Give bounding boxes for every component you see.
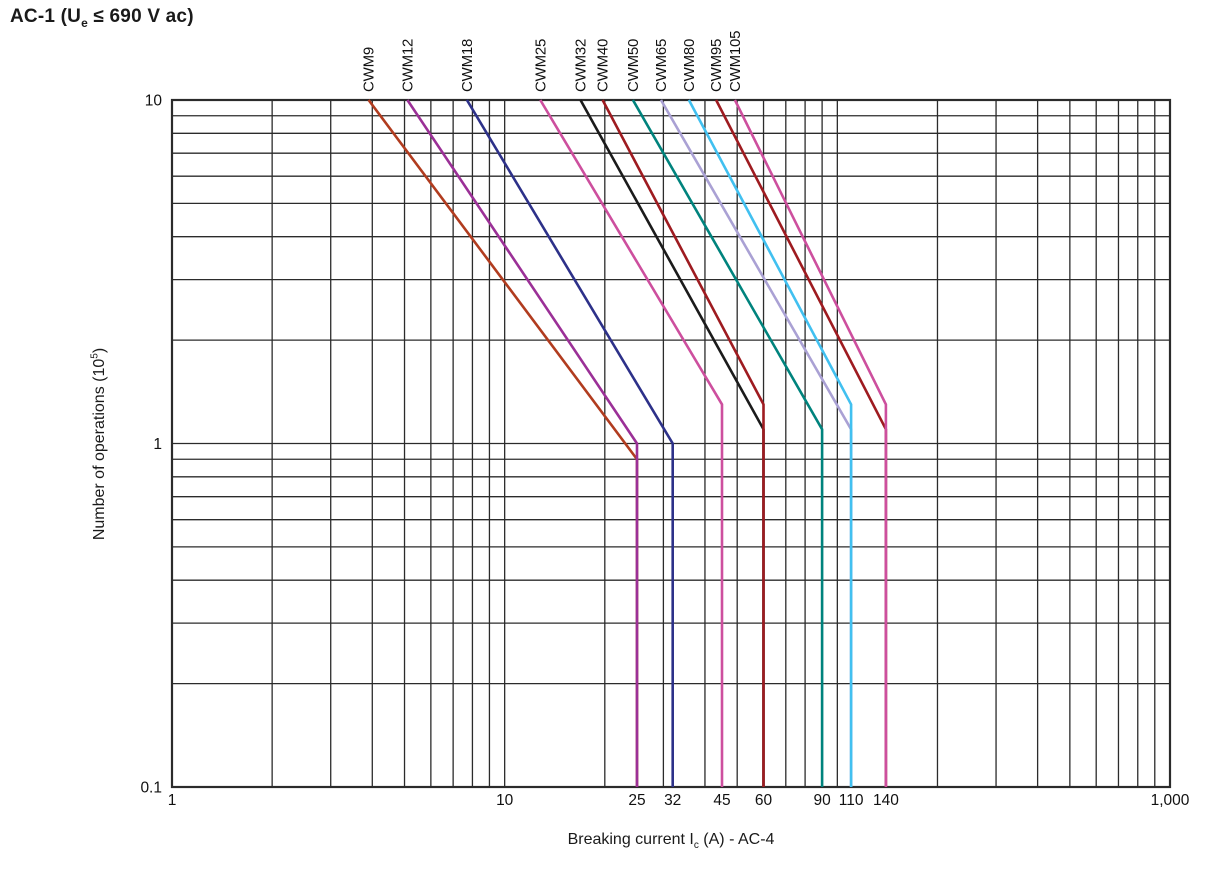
series-curve-CWM105: [733, 99, 888, 787]
chart-title: AC-1 (Ue ≤ 690 V ac): [10, 6, 194, 30]
x-tick-1: 1: [168, 792, 177, 809]
y-tick-0.1: 0.1: [140, 780, 162, 797]
series-curve-CWM12: [406, 99, 639, 787]
y-axis-title: Number of operations (105): [89, 347, 109, 541]
x-axis-title-prefix: Breaking current I: [567, 831, 694, 848]
y-tick-10: 10: [145, 93, 163, 110]
x-tick-25: 25: [628, 792, 645, 809]
series-label-CWM25: CWM25: [532, 39, 549, 92]
series-curve-CWM50: [631, 99, 824, 787]
y-axis-title-prefix: Number of operations (10: [91, 358, 108, 541]
x-tick-60: 60: [755, 792, 773, 809]
y-axis-title-exponent: 5: [89, 353, 101, 359]
series-curve-CWM80: [687, 99, 853, 787]
x-axis-title: Breaking current Ic (A) - AC-4: [172, 831, 1170, 852]
series-curve-CWM40: [601, 99, 765, 787]
y-axis-title-suffix: ): [91, 347, 108, 354]
series-label-CWM9: CWM9: [361, 47, 378, 92]
series-label-CWM18: CWM18: [459, 39, 476, 92]
x-tick-32: 32: [664, 792, 681, 809]
series-label-CWM50: CWM50: [625, 39, 642, 92]
chart-title-suffix: ≤ 690 V ac): [87, 6, 194, 27]
series-curve-CWM25: [539, 99, 724, 787]
x-axis-title-suffix: (A) - AC-4: [698, 831, 775, 848]
plot-grid: [172, 100, 1170, 787]
series-curve-CWM18: [465, 99, 675, 787]
x-tick-110: 110: [839, 792, 864, 809]
x-axis-title-subscript: c: [693, 840, 699, 852]
x-tick-45: 45: [713, 792, 730, 809]
series-label-CWM32: CWM32: [573, 39, 590, 92]
series-label-CWM65: CWM65: [653, 39, 670, 92]
x-tick-90: 90: [813, 792, 831, 809]
y-tick-1: 1: [153, 436, 162, 453]
x-tick-1000: 1,000: [1151, 792, 1190, 809]
x-tick-10: 10: [496, 792, 514, 809]
plot-frame: [170, 98, 1172, 789]
series-label-CWM80: CWM80: [681, 39, 698, 92]
chart-title-prefix: AC-1 (U: [10, 6, 82, 27]
series-label-CWM12: CWM12: [399, 39, 416, 92]
x-tick-140: 140: [873, 792, 899, 809]
series-label-CWM40: CWM40: [595, 39, 612, 92]
chart-title-subscript: e: [81, 15, 88, 30]
series-label-CWM105: CWM105: [727, 31, 744, 92]
series-label-CWM95: CWM95: [708, 39, 725, 92]
